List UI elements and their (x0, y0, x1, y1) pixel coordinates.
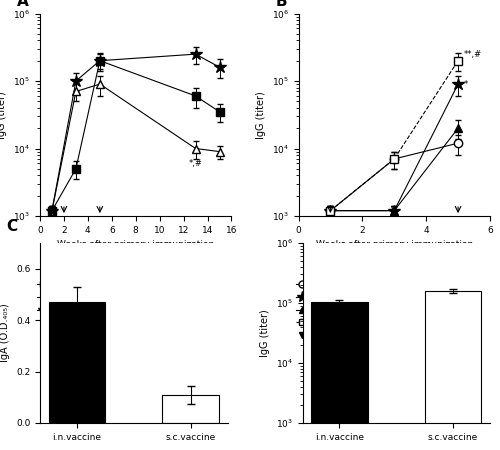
Y-axis label: IgG (titer): IgG (titer) (256, 91, 266, 139)
X-axis label: Weeks after primary immunization: Weeks after primary immunization (316, 240, 473, 249)
Bar (48, 302, 106, 423)
Legend: vaccine, vaccine+Alum, vaccine+Freund's adjuvant, immunization s.c.: vaccine, vaccine+Alum, vaccine+Freund's … (34, 276, 159, 330)
Text: B: B (276, 0, 287, 9)
Text: C: C (6, 219, 18, 234)
Y-axis label: IgA (O.D.₄₀₅): IgA (O.D.₄₀₅) (0, 304, 10, 362)
Legend: vaccine-5 µg, vaccine-10 µg, vaccine-20 µg, vaccine-50 µg, immunization s.c.: vaccine-5 µg, vaccine-10 µg, vaccine-20 … (293, 276, 382, 343)
Text: *,#: *,# (188, 159, 202, 168)
Bar (311, 302, 368, 450)
Text: A: A (17, 0, 29, 9)
Text: **,#: **,# (464, 50, 482, 58)
Y-axis label: IgG (titer): IgG (titer) (0, 91, 8, 139)
X-axis label: Weeks after primary immunization: Weeks after primary immunization (57, 240, 214, 249)
Y-axis label: IgG (titer): IgG (titer) (260, 309, 270, 357)
Text: *: * (464, 80, 468, 89)
Bar (424, 291, 482, 450)
Bar (162, 395, 219, 423)
